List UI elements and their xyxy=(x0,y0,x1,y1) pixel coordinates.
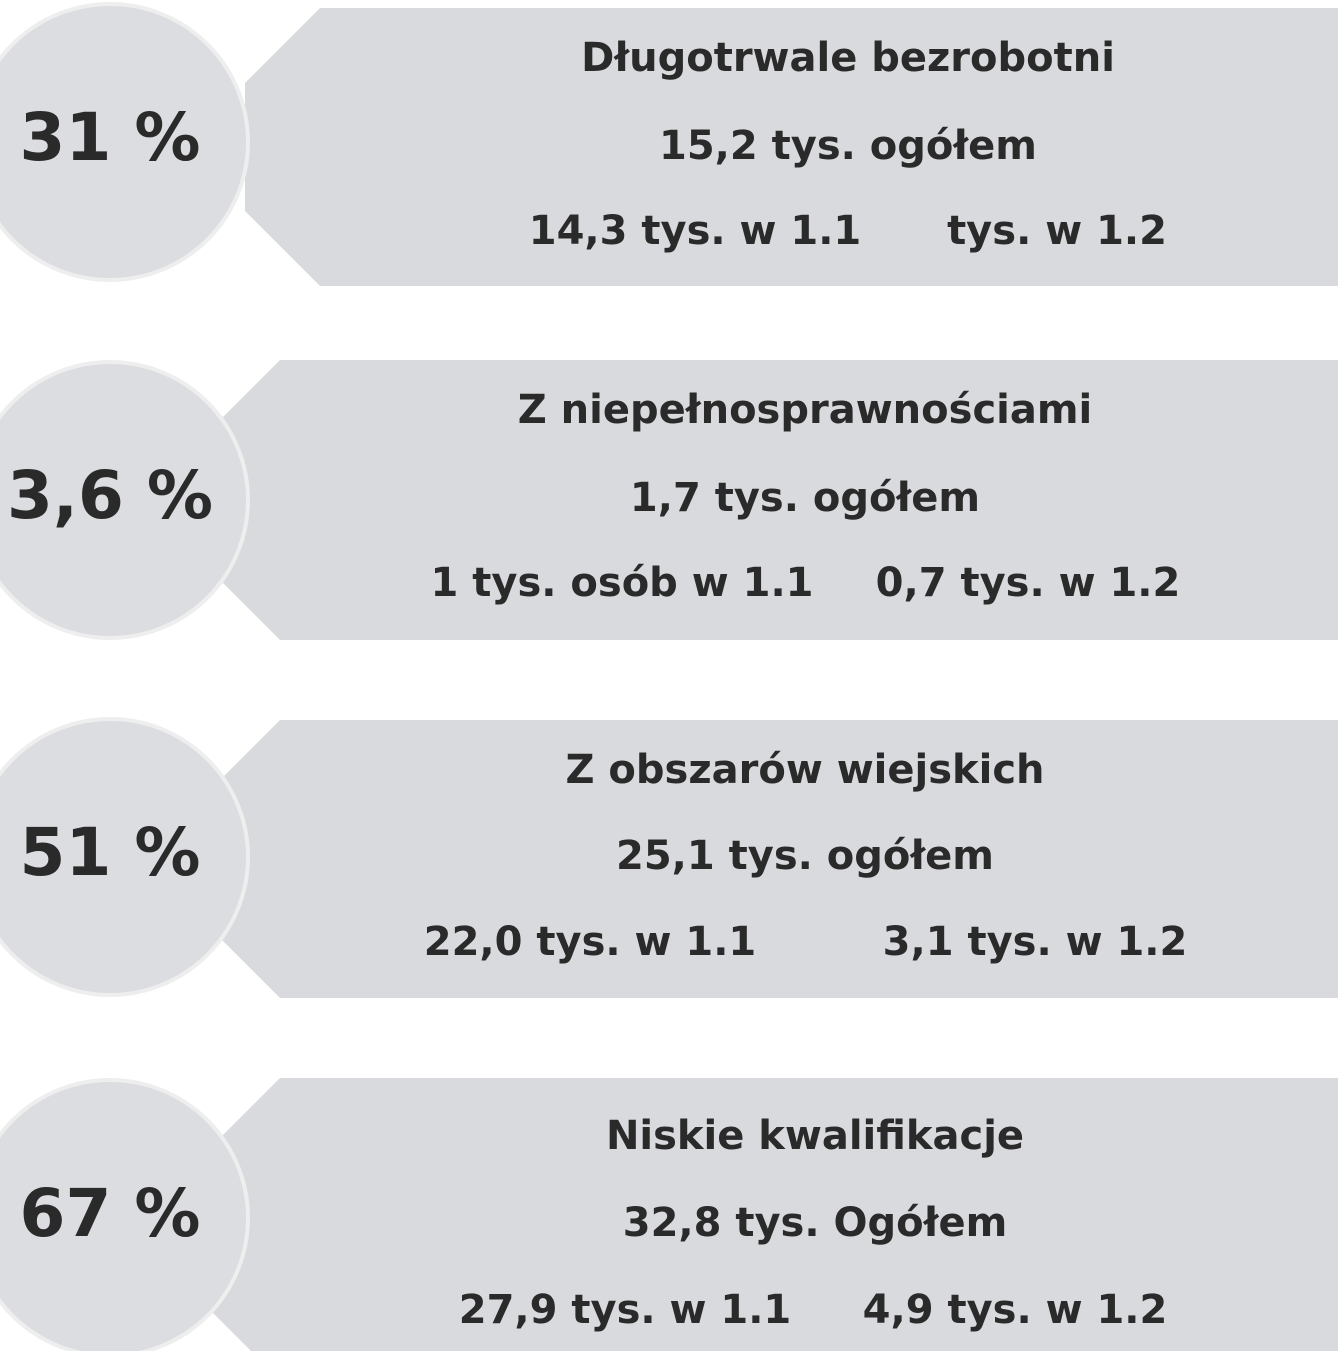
part: 27,9 tys. w 1.1 xyxy=(459,1287,791,1333)
group-title: Z niepełnosprawnościami xyxy=(518,387,1093,433)
percent: 3,6 % xyxy=(7,457,213,534)
badge xyxy=(0,2,250,282)
total: 32,8 tys. Ogółem xyxy=(623,1200,1008,1246)
percent: 31 % xyxy=(20,99,201,176)
badge xyxy=(0,717,250,997)
total: 15,2 tys. ogółem xyxy=(659,123,1037,169)
banner xyxy=(205,720,1338,998)
part: tys. w 1.2 xyxy=(947,208,1167,254)
percent: 51 % xyxy=(20,814,201,891)
part: 1 tys. osób w 1.1 xyxy=(431,560,814,606)
banner xyxy=(245,8,1338,286)
part: 0,7 tys. w 1.2 xyxy=(876,560,1181,606)
percent: 67 % xyxy=(20,1175,201,1252)
group-title: Niskie kwalifikacje xyxy=(606,1113,1024,1159)
total: 1,7 tys. ogółem xyxy=(630,475,980,521)
part: 14,3 tys. w 1.1 xyxy=(529,208,861,254)
total: 25,1 tys. ogółem xyxy=(616,833,994,879)
group-title: Z obszarów wiejskich xyxy=(565,747,1044,793)
part: 22,0 tys. w 1.1 xyxy=(424,919,756,965)
part: 3,1 tys. w 1.2 xyxy=(883,919,1188,965)
group-title: Długotrwale bezrobotni xyxy=(581,35,1115,81)
banner xyxy=(205,360,1338,640)
badge xyxy=(0,360,250,640)
banner xyxy=(205,1078,1338,1351)
badge xyxy=(0,1078,250,1351)
part: 4,9 tys. w 1.2 xyxy=(863,1287,1168,1333)
